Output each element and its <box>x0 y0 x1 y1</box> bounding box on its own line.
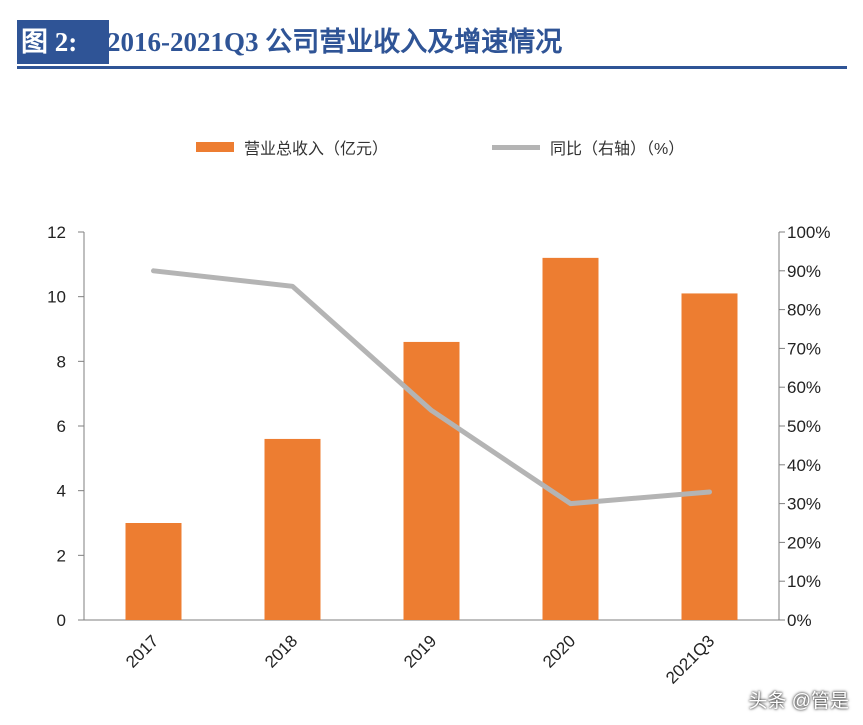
legend-label-growth: 同比（右轴）（%） <box>550 141 685 158</box>
right-tick-label: 20% <box>787 533 821 552</box>
x-tick-label: 2020 <box>539 631 579 671</box>
legend-label-revenue: 营业总收入（亿元） <box>244 141 389 158</box>
x-tick-label: 2019 <box>400 631 440 671</box>
x-tick-label: 2021Q3 <box>662 631 718 687</box>
legend-item-growth: 同比（右轴）（%） <box>492 134 684 160</box>
right-tick-label: 40% <box>787 456 821 475</box>
x-tick-label: 2017 <box>122 631 162 671</box>
left-tick-label: 0 <box>57 611 66 630</box>
left-tick-label: 6 <box>57 417 66 436</box>
chart-legend: 营业总收入（亿元） 同比（右轴）（%） <box>0 134 863 160</box>
right-tick-label: 100% <box>787 223 830 242</box>
legend-swatch-bar <box>196 142 234 152</box>
right-tick-label: 70% <box>787 339 821 358</box>
right-tick-label: 60% <box>787 378 821 397</box>
x-tick-label: 2018 <box>261 631 301 671</box>
left-tick-label: 2 <box>57 546 66 565</box>
growth-rate-line <box>151 268 712 507</box>
right-tick-label: 50% <box>787 417 821 436</box>
legend-item-revenue: 营业总收入（亿元） <box>196 134 388 160</box>
revenue-bar <box>264 438 321 620</box>
figure-title: 2016-2021Q3 公司营业收入及增速情况 <box>107 27 563 57</box>
left-tick-label: 12 <box>47 223 66 242</box>
figure-label: 图 2: <box>17 20 109 64</box>
revenue-bar <box>403 341 460 620</box>
watermark: 头条 @管是 <box>748 691 849 712</box>
revenue-bar <box>125 523 182 620</box>
revenue-bar <box>542 257 599 620</box>
figure-header: 图 2: 2016-2021Q3 公司营业收入及增速情况 <box>17 20 847 69</box>
right-tick-label: 80% <box>787 301 821 320</box>
right-tick-label: 0% <box>787 611 812 630</box>
left-tick-label: 4 <box>57 482 66 501</box>
legend-swatch-line <box>492 144 540 150</box>
right-tick-label: 90% <box>787 262 821 281</box>
right-tick-label: 10% <box>787 572 821 591</box>
revenue-bar <box>681 293 738 620</box>
left-tick-label: 10 <box>47 288 66 307</box>
right-tick-label: 30% <box>787 495 821 514</box>
left-tick-label: 8 <box>57 352 66 371</box>
